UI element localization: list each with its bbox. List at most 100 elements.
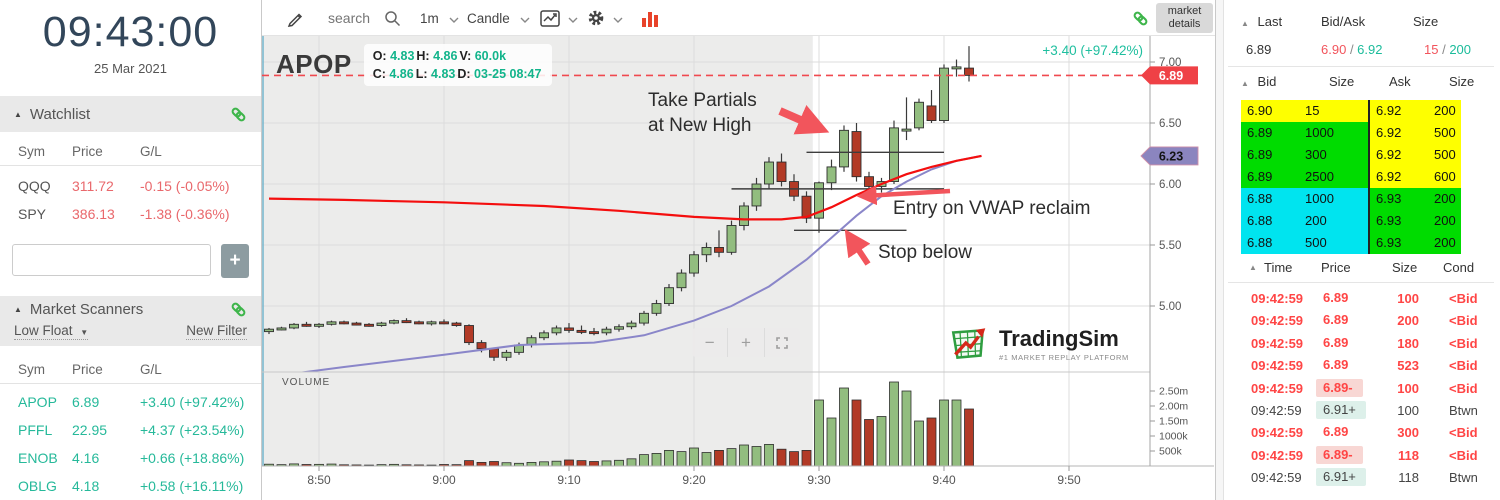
book-header-bid[interactable]: ▲ Bid bbox=[1241, 74, 1277, 89]
sort-triangle-icon: ▲ bbox=[1241, 79, 1249, 88]
c-value: 4.86 bbox=[389, 67, 414, 81]
chevron-down-icon bbox=[613, 17, 623, 23]
scanner-row[interactable]: APOP 6.89 +3.40 (+97.42%) bbox=[0, 388, 261, 416]
ladder-row[interactable]: 6.88 200 6.93 200 bbox=[1241, 210, 1461, 232]
trade-time: 09:42:59 bbox=[1251, 470, 1302, 486]
trade-size: 523 bbox=[1397, 358, 1419, 374]
trade-time: 09:42:59 bbox=[1251, 447, 1304, 463]
gl-cell: +0.58 (+16.11%) bbox=[140, 478, 244, 494]
timeframe-label: 1m bbox=[420, 10, 439, 26]
search-input[interactable] bbox=[326, 9, 384, 27]
new-filter-link[interactable]: New Filter bbox=[186, 323, 247, 340]
trade-price: 6.89 bbox=[1323, 312, 1349, 328]
quote-header-last[interactable]: ▲ Last bbox=[1241, 14, 1283, 29]
quote-bid: 6.90 bbox=[1321, 42, 1347, 57]
quote-size-value: 15 / 200 bbox=[1424, 42, 1472, 57]
trade-size: 118 bbox=[1398, 447, 1419, 463]
ohlc-readout: O: 4.83 H: 4.86 V: 60.0k C: 4.86 L: 4.83 D: … bbox=[363, 44, 553, 86]
trade-cond: <Bid bbox=[1449, 425, 1478, 441]
symbol-cell: PFFL bbox=[18, 422, 53, 438]
ladder-row[interactable]: 6.89 1000 6.92 500 bbox=[1241, 122, 1461, 144]
svg-text:7.00: 7.00 bbox=[1159, 57, 1181, 69]
ask-size: 200 bbox=[1434, 103, 1456, 118]
ladder-row[interactable]: 6.89 2500 6.92 600 bbox=[1241, 166, 1461, 188]
tape-row: 09:42:59 6.89 100 <Bid bbox=[1216, 288, 1500, 310]
col-sym: Sym bbox=[18, 362, 45, 377]
market-details-line1: market bbox=[1167, 5, 1202, 17]
sort-triangle-icon: ▲ bbox=[1241, 19, 1249, 28]
ladder-row[interactable]: 6.89 300 6.92 500 bbox=[1241, 144, 1461, 166]
trade-price: 6.89 bbox=[1323, 290, 1349, 305]
h-value: 4.86 bbox=[433, 49, 458, 63]
ask-size: 200 bbox=[1434, 213, 1456, 228]
trade-time: 09:42:59 bbox=[1251, 313, 1304, 329]
bid-size: 300 bbox=[1305, 147, 1327, 162]
scanner-row[interactable]: ENOB 4.16 +0.66 (+18.86%) bbox=[0, 444, 261, 472]
add-symbol-input[interactable] bbox=[12, 244, 211, 276]
ts-header-size: Size bbox=[1392, 260, 1418, 275]
watermark-tagline: #1 MARKET REPLAY PLATFORM bbox=[999, 352, 1129, 362]
candlestick-chart[interactable]: 7.00 6.50 6.00 5.50 5.00 2.50m 2.00m 1.50m 1000k… bbox=[262, 36, 1214, 500]
svg-text:1.50m: 1.50m bbox=[1159, 416, 1188, 428]
svg-text:8:50: 8:50 bbox=[307, 473, 331, 487]
watchlist-rows: QQQ 311.72 -0.15 (-0.05%) SPY 386.13 -1.38 (-… bbox=[0, 172, 261, 228]
sim-date: 25 Mar 2021 bbox=[94, 61, 167, 76]
col-sym: Sym bbox=[18, 144, 45, 159]
link-icon[interactable] bbox=[230, 106, 247, 123]
trade-size: 100 bbox=[1397, 380, 1419, 396]
draw-tool-button[interactable] bbox=[286, 0, 305, 36]
scanner-row[interactable]: PFFL 22.95 +4.37 (+23.54%) bbox=[0, 416, 261, 444]
symbol-cell: QQQ bbox=[18, 178, 51, 194]
settings-button[interactable] bbox=[587, 0, 623, 36]
zoom-in-button[interactable]: + bbox=[728, 328, 765, 357]
bid-price: 6.90 bbox=[1247, 103, 1273, 118]
divider bbox=[1228, 282, 1494, 283]
ts-header-time[interactable]: ▲ Time bbox=[1249, 260, 1293, 275]
market-details-button[interactable]: market details bbox=[1156, 3, 1213, 33]
add-symbol-button[interactable]: + bbox=[221, 244, 249, 278]
bid-price: 6.89 bbox=[1247, 169, 1273, 184]
volume-toggle-button[interactable] bbox=[642, 0, 659, 36]
tape-row: 09:42:59 6.91+ 118 Btwn bbox=[1216, 467, 1500, 489]
chart-type-dropdown[interactable]: Candle bbox=[467, 0, 530, 36]
gl-cell: +0.66 (+18.86%) bbox=[140, 450, 245, 466]
chart-region: 1m Candle bbox=[262, 0, 1215, 500]
tape-row: 09:42:59 6.89 300 <Bid bbox=[1216, 422, 1500, 444]
d-label: D: bbox=[457, 67, 471, 81]
ladder-row[interactable]: 6.88 500 6.93 200 bbox=[1241, 232, 1461, 254]
svg-text:9:10: 9:10 bbox=[557, 473, 581, 487]
ask-price: 6.92 bbox=[1376, 103, 1402, 118]
trade-time: 09:42:59 bbox=[1251, 291, 1304, 306]
svg-text:5.50: 5.50 bbox=[1159, 240, 1181, 252]
watchlist-row[interactable]: QQQ 311.72 -0.15 (-0.05%) bbox=[0, 172, 261, 200]
timeframe-dropdown[interactable]: 1m bbox=[420, 0, 459, 36]
svg-text:1000k: 1000k bbox=[1159, 431, 1188, 443]
trade-size: 200 bbox=[1397, 313, 1419, 329]
chart-zoom-controls: − + bbox=[692, 328, 800, 357]
h-label: H: bbox=[416, 49, 430, 63]
price-cell: 22.95 bbox=[72, 422, 108, 438]
sim-clock: 09:43:00 bbox=[42, 8, 219, 56]
watchlist-row[interactable]: SPY 386.13 -1.38 (-0.36%) bbox=[0, 200, 261, 228]
link-icon[interactable] bbox=[230, 301, 247, 318]
zoom-out-button[interactable]: − bbox=[692, 328, 729, 357]
scanner-preset-dropdown[interactable]: Low Float ▼ bbox=[14, 323, 89, 340]
chart-link-button[interactable] bbox=[1132, 0, 1149, 36]
price-cell: 4.16 bbox=[72, 450, 100, 466]
fullscreen-button[interactable] bbox=[765, 328, 800, 357]
watchlist-header[interactable]: ▲ Watchlist bbox=[0, 96, 261, 132]
price-cell: 311.72 bbox=[72, 178, 114, 194]
indicators-button[interactable] bbox=[540, 0, 578, 36]
scanner-row[interactable]: OBLG 4.18 +0.58 (+16.11%) bbox=[0, 472, 261, 500]
l-label: L: bbox=[415, 67, 428, 81]
ladder-row[interactable]: 6.88 1000 6.93 200 bbox=[1241, 188, 1461, 210]
trade-cond: <Bid bbox=[1449, 313, 1478, 329]
daily-change-label: +3.40 (+97.42%) bbox=[1042, 43, 1143, 58]
trade-price: 6.89- bbox=[1316, 378, 1363, 397]
chart-canvas[interactable]: 7.00 6.50 6.00 5.50 5.00 2.50m 2.00m 1.50m 1000k… bbox=[262, 36, 1215, 500]
search-box[interactable] bbox=[326, 0, 401, 36]
panel-scrollbar-gutter[interactable] bbox=[1216, 0, 1224, 500]
watchlist-columns: Sym Price G/L bbox=[0, 144, 261, 166]
chevron-down-icon: ▼ bbox=[80, 328, 89, 337]
ladder-row[interactable]: 6.90 15 6.92 200 bbox=[1241, 100, 1461, 122]
